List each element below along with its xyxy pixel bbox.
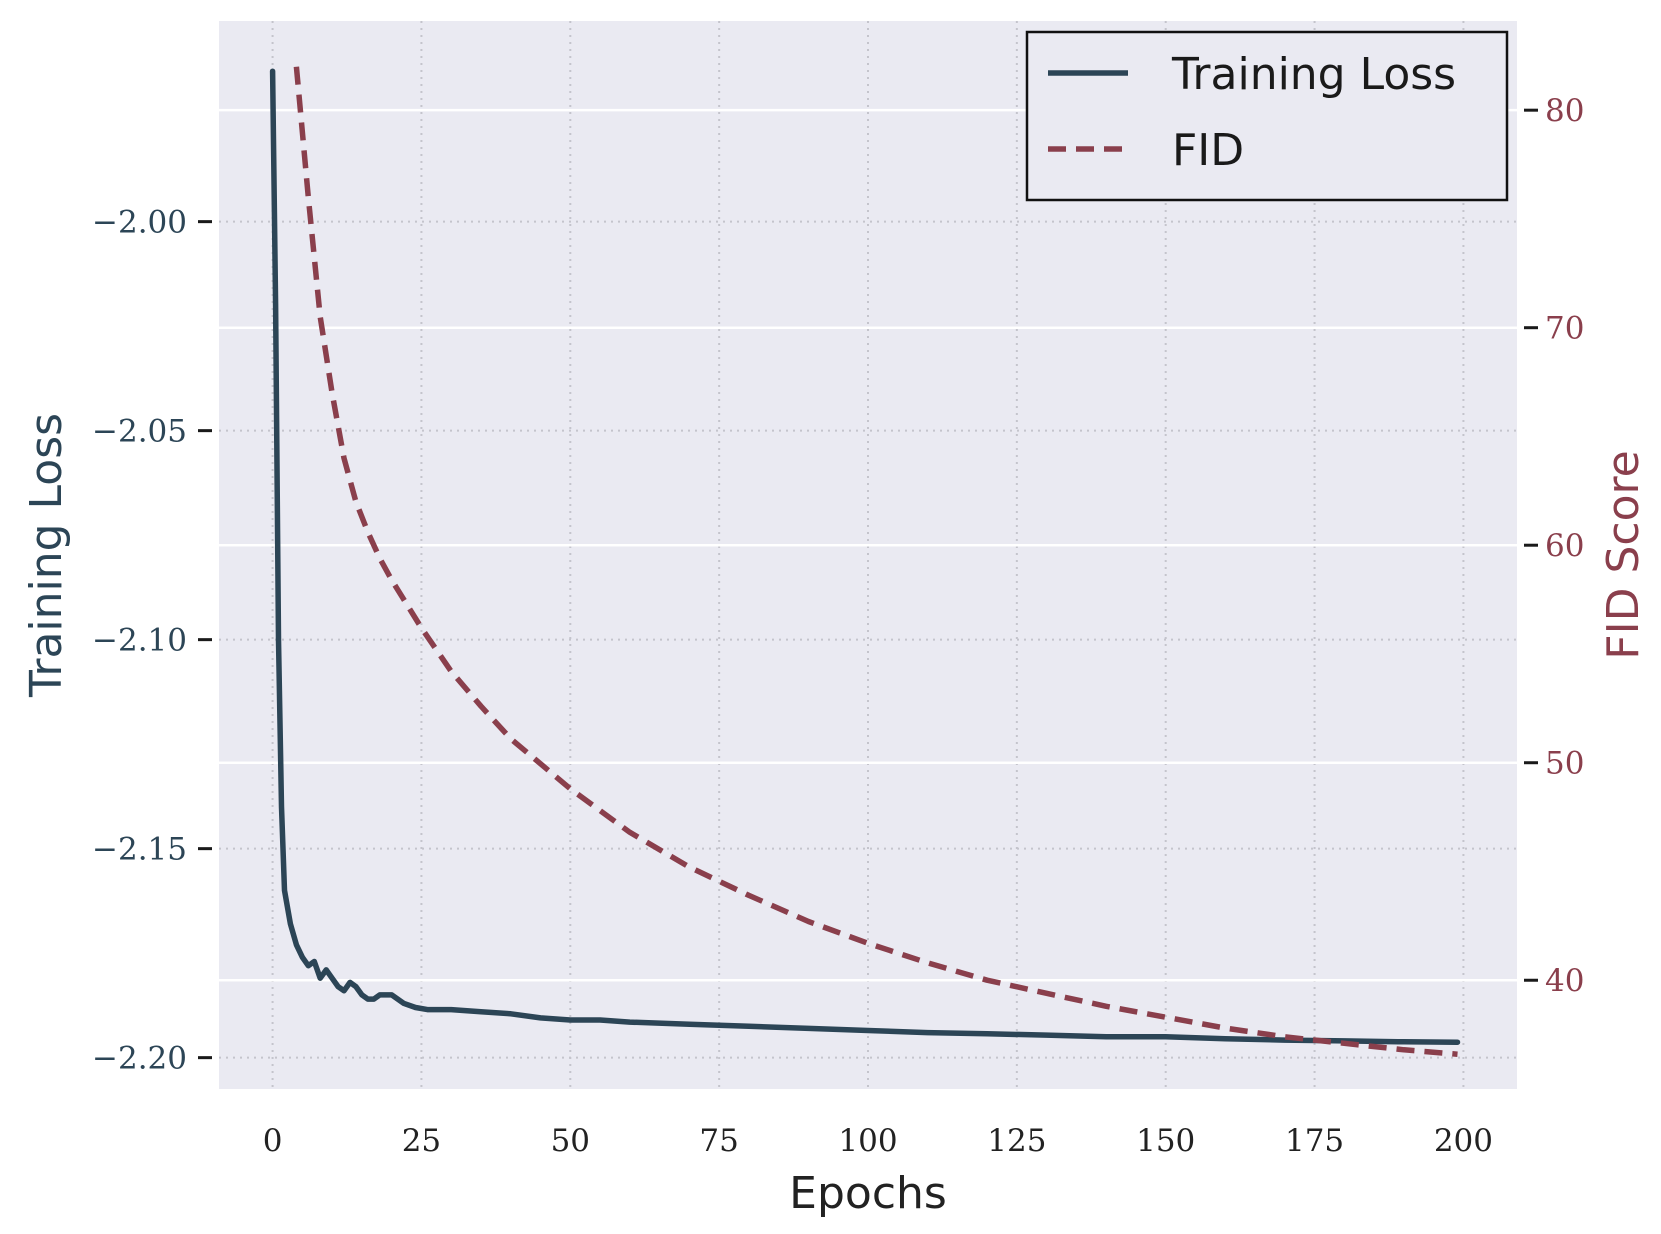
x-tick-label: 200	[1434, 1123, 1493, 1159]
training-loss-line	[269, 68, 1461, 1045]
left-y-tick-label: −2.15	[92, 832, 187, 868]
x-tick-label: 150	[1136, 1123, 1195, 1159]
left-axis-title: Training Loss	[21, 413, 72, 698]
legend-box	[1025, 30, 1509, 202]
x-tick-label: 175	[1285, 1123, 1344, 1159]
series-layer	[269, 66, 1461, 1057]
x-tick-label: 100	[838, 1123, 897, 1159]
left-y-tick-label: −2.10	[92, 623, 187, 659]
x-tick-label: 50	[551, 1123, 590, 1159]
right-y-tick-label: 60	[1545, 528, 1584, 564]
right-y-tick-label: 40	[1545, 963, 1584, 999]
left-y-tick-label: −2.20	[92, 1041, 187, 1077]
x-tick-label: 75	[699, 1123, 738, 1159]
x-tick-label: 0	[263, 1123, 283, 1159]
legend-label-fid: FID	[1172, 125, 1244, 176]
left-y-tick-label: −2.00	[92, 205, 187, 241]
x-tick-label: 125	[987, 1123, 1046, 1159]
x-tick-label: 25	[402, 1123, 441, 1159]
fid-line	[293, 66, 1458, 1057]
legend-label-training-loss: Training Loss	[1171, 49, 1456, 100]
axes: 0 25 50 75 100 125 150 175 200 −2.00 −2.05 −2.10 −2.…	[92, 93, 1584, 1159]
right-y-tick-label: 70	[1545, 311, 1584, 347]
legend: Training Loss FID	[1025, 30, 1509, 202]
right-axis-title: FID Score	[1598, 450, 1649, 659]
left-y-tick-label: −2.05	[92, 414, 187, 450]
x-axis-title: Epochs	[789, 1168, 947, 1219]
right-y-tick-label: 50	[1545, 746, 1584, 782]
right-y-tick-label: 80	[1545, 93, 1584, 129]
